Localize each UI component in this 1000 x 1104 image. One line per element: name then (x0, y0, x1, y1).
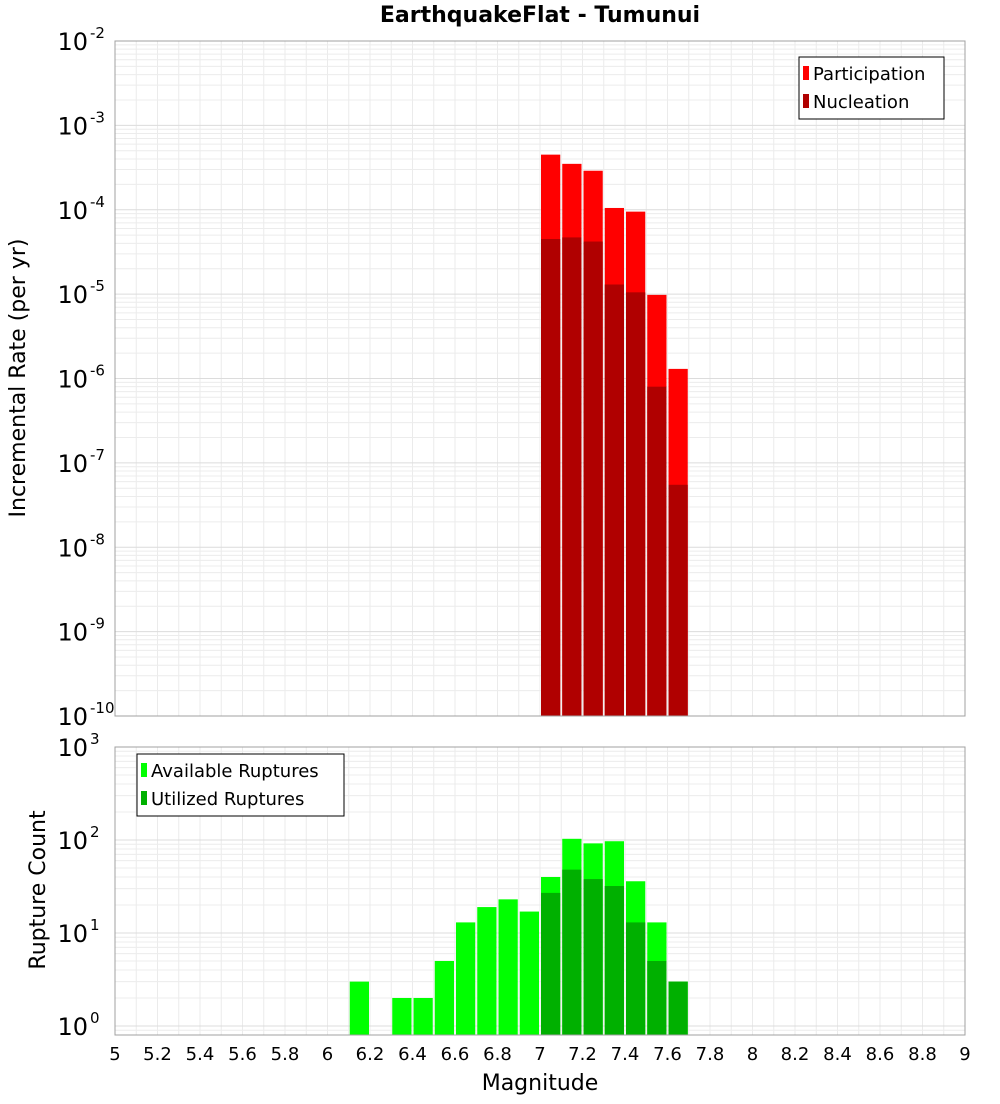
top-y-tick-label: 10 (57, 28, 88, 56)
top-y-tick-exponent: -7 (90, 446, 105, 464)
bottom-legend: Available Ruptures Utilized Ruptures (136, 753, 345, 817)
top-y-tick-label: 10 (57, 534, 88, 562)
x-axis-label: Magnitude (482, 1071, 599, 1096)
top-legend-box (798, 56, 945, 120)
top-y-tick-exponent: -10 (90, 699, 115, 717)
bottom-y-tick-label: 10 (57, 1013, 88, 1041)
bottom-y-axis-label: Rupture Count (26, 810, 51, 970)
bottom-legend-label: Utilized Ruptures (151, 789, 304, 810)
x-tick-label: 8.2 (781, 1044, 810, 1065)
x-tick-label: 6.4 (398, 1044, 427, 1065)
x-tick-label: 7.8 (696, 1044, 725, 1065)
top-y-tick-label: 10 (57, 703, 88, 731)
top-y-tick-exponent: -8 (90, 530, 105, 548)
top-y-tick-exponent: -6 (90, 362, 105, 380)
top-y-tick-exponent: -2 (90, 24, 105, 42)
bottom-bar (392, 997, 412, 1035)
bottom-y-tick-exponent: 2 (90, 823, 100, 841)
top-legend-label: Nucleation (813, 92, 909, 113)
top-bar (541, 239, 561, 716)
x-tick-label: 7.6 (653, 1044, 682, 1065)
bottom-plot-frame (114, 746, 966, 1036)
bottom-bar (647, 960, 667, 1035)
bottom-bar (604, 886, 624, 1035)
top-legend-swatch (803, 94, 809, 108)
x-tick-label: 7 (534, 1044, 545, 1065)
bottom-legend-swatch (141, 763, 147, 777)
bottom-legend-swatch (141, 791, 147, 805)
bottom-bar (583, 879, 603, 1035)
x-tick-label: 5 (109, 1044, 120, 1065)
top-legend-swatch (803, 66, 809, 80)
top-bar (583, 241, 603, 717)
bottom-bar (456, 922, 476, 1035)
top-y-axis-label: Incremental Rate (per yr) (6, 239, 31, 518)
top-legend-label: Participation (813, 64, 925, 85)
x-tick-label: 5.2 (143, 1044, 172, 1065)
x-tick-label: 7.4 (611, 1044, 640, 1065)
bottom-bar (562, 869, 582, 1035)
x-tick-label: 8.4 (823, 1044, 852, 1065)
top-bar (604, 284, 624, 716)
top-grid (114, 41, 966, 717)
x-tick-label: 9 (959, 1044, 970, 1065)
bottom-series-1 (541, 869, 688, 1035)
bottom-bar (498, 899, 518, 1035)
bottom-y-tick-exponent: 3 (90, 730, 100, 748)
bottom-bar (349, 981, 369, 1035)
x-tick-label: 6.2 (356, 1044, 385, 1065)
top-bar (668, 484, 688, 716)
x-tick-label: 8.8 (908, 1044, 937, 1065)
bottom-legend-label: Available Ruptures (151, 761, 319, 782)
x-tick-label: 6.6 (441, 1044, 470, 1065)
bottom-bar (434, 960, 454, 1035)
bottom-y-tick-exponent: 1 (90, 916, 100, 934)
top-y-tick-label: 10 (57, 281, 88, 309)
bottom-y-tick-label: 10 (57, 827, 88, 855)
bottom-bar (477, 907, 497, 1035)
bottom-bar (519, 911, 539, 1035)
top-y-tick-label: 10 (57, 450, 88, 478)
top-bar (647, 386, 667, 716)
top-y-tick-label: 10 (57, 197, 88, 225)
x-tick-label: 5.4 (186, 1044, 215, 1065)
x-tick-label: 6 (322, 1044, 333, 1065)
x-tick-label: 8 (747, 1044, 758, 1065)
bottom-legend-box (136, 753, 345, 817)
top-y-tick-exponent: -5 (90, 277, 105, 295)
bottom-bar (668, 981, 688, 1035)
top-series-1 (541, 237, 688, 717)
x-tick-label: 5.6 (228, 1044, 257, 1065)
top-y-tick-exponent: -4 (90, 193, 105, 211)
top-bar (562, 237, 582, 716)
bottom-y-tick-label: 10 (57, 920, 88, 948)
top-y-tick-label: 10 (57, 112, 88, 140)
x-tick-label: 8.6 (866, 1044, 895, 1065)
top-y-tick-exponent: -9 (90, 615, 105, 633)
chart-title: EarthquakeFlat - Tumunui (380, 3, 700, 28)
bottom-bar (626, 922, 646, 1035)
top-plot-frame (114, 40, 966, 717)
x-tick-label: 5.8 (271, 1044, 300, 1065)
bottom-bar (413, 997, 433, 1035)
top-y-tick-label: 10 (57, 366, 88, 394)
top-y-tick-exponent: -3 (90, 108, 105, 126)
top-bar (626, 292, 646, 716)
bottom-y-tick-label: 10 (57, 734, 88, 762)
top-legend: Participation Nucleation (798, 56, 945, 120)
bottom-y-tick-exponent: 0 (90, 1009, 100, 1027)
bottom-bar (541, 892, 561, 1035)
x-tick-label: 7.2 (568, 1044, 597, 1065)
top-y-tick-label: 10 (57, 619, 88, 647)
x-tick-label: 6.8 (483, 1044, 512, 1065)
